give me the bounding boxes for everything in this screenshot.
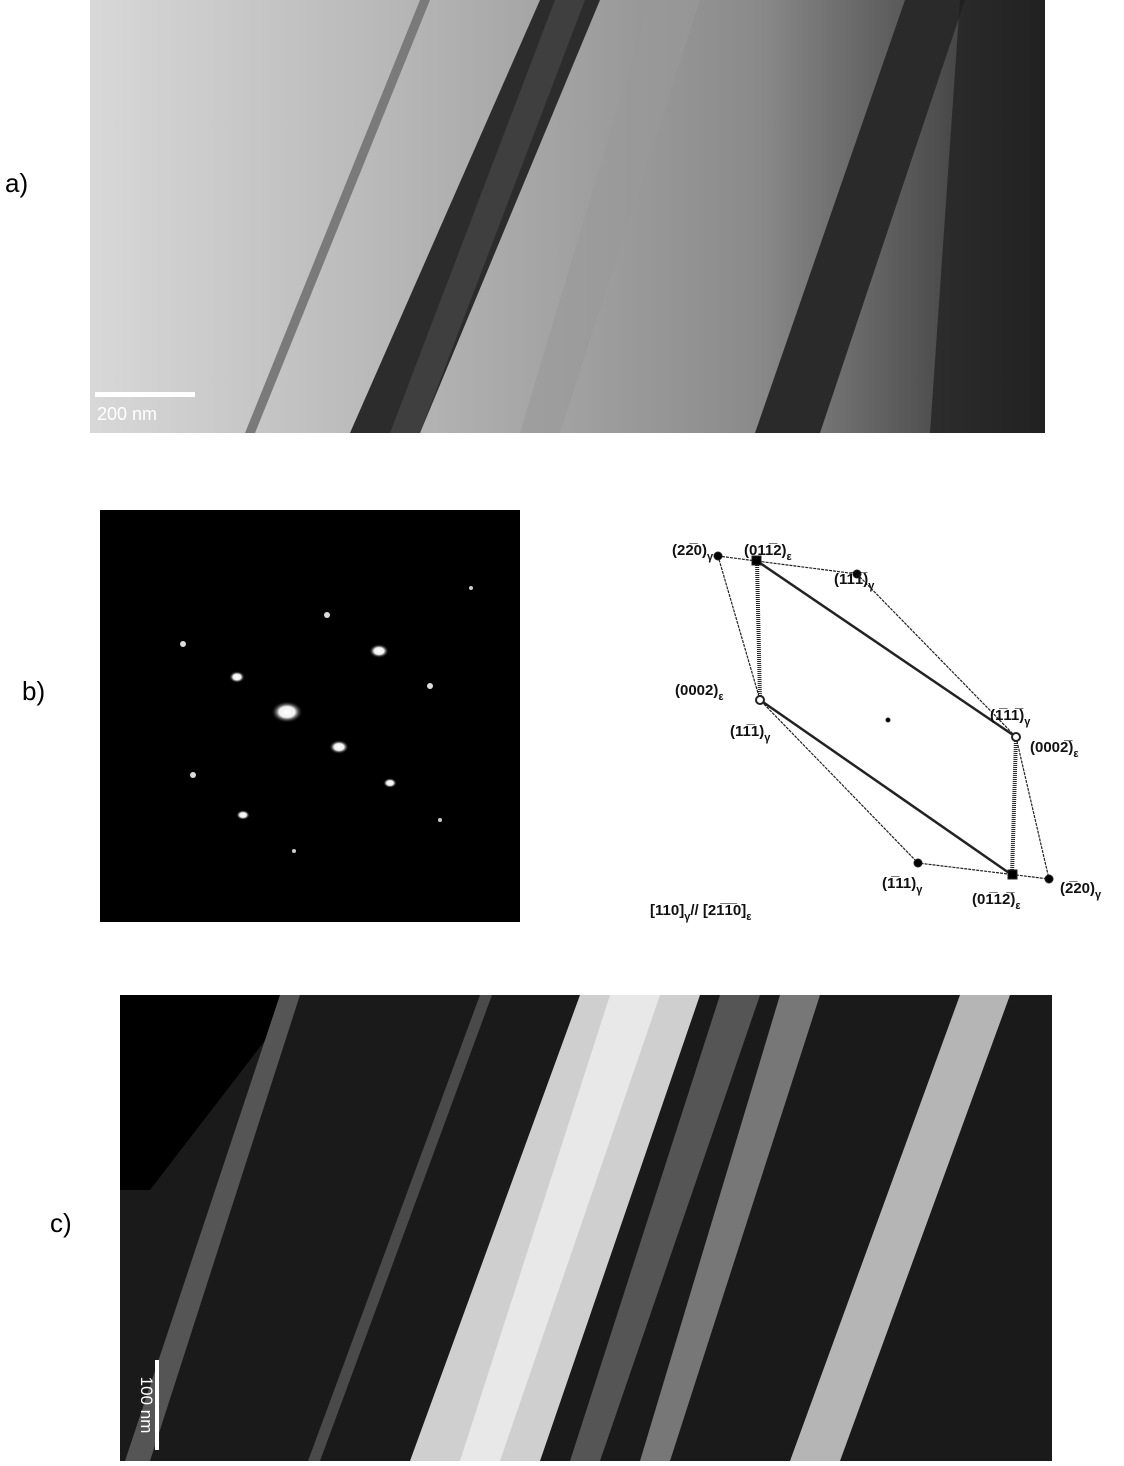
spot-label: (0002)ε — [675, 682, 724, 703]
phase: ε — [746, 911, 752, 923]
diffraction-pattern — [100, 510, 520, 922]
phase: γ — [1024, 716, 1031, 728]
index: (011̅2) — [744, 542, 787, 559]
tem-image-a: 200 nm — [90, 0, 1045, 433]
figure: 200 nm a) b) (22̅0)γ(011̅2)ε(11̅1̅)γ(000… — [0, 0, 1124, 1461]
spot-label: (22̅0)γ — [672, 542, 714, 563]
panel-label: a) — [5, 168, 28, 198]
phase: γ — [1095, 889, 1102, 901]
axis: // [21̅1̅0] — [690, 902, 746, 919]
index: (1̅11̅) — [990, 707, 1024, 724]
index: (01̅12̅) — [972, 891, 1015, 908]
index: (11̅1̅) — [834, 571, 868, 588]
index: (0002̅) — [1030, 739, 1073, 756]
panel-label: b) — [22, 676, 45, 706]
index: (0002) — [675, 682, 718, 699]
spot-label: (01̅12̅)ε — [972, 891, 1021, 912]
phase: ε — [1015, 900, 1021, 912]
tem-image-c: 100 nm — [120, 995, 1052, 1461]
spot-label: (11̅1̅)γ — [834, 571, 875, 592]
index: (22̅0) — [672, 542, 707, 559]
spot-label: (2̅20)γ — [1060, 880, 1102, 901]
phase: ε — [718, 691, 724, 703]
spot-label: (11̅1)γ — [730, 723, 771, 744]
panel-label: c) — [50, 1208, 72, 1238]
phase: ε — [787, 551, 793, 563]
spot-label: (0002̅)ε — [1030, 739, 1079, 760]
spot-label: (1̅11)γ — [882, 875, 923, 896]
scale-bar-label: 100 nm — [137, 1377, 156, 1434]
index: (2̅20) — [1060, 880, 1095, 897]
axis: [110] — [650, 902, 684, 919]
phase: γ — [707, 551, 714, 563]
phase: γ — [868, 580, 875, 592]
phase: ε — [1073, 748, 1079, 760]
zone-axis: [110]γ// [21̅1̅0]ε — [650, 902, 752, 923]
index: (1̅11) — [882, 875, 916, 892]
phase: γ — [916, 884, 923, 896]
phase: γ — [764, 732, 771, 744]
scale-bar-label: 200 nm — [97, 404, 157, 424]
index: (11̅1) — [730, 723, 764, 740]
